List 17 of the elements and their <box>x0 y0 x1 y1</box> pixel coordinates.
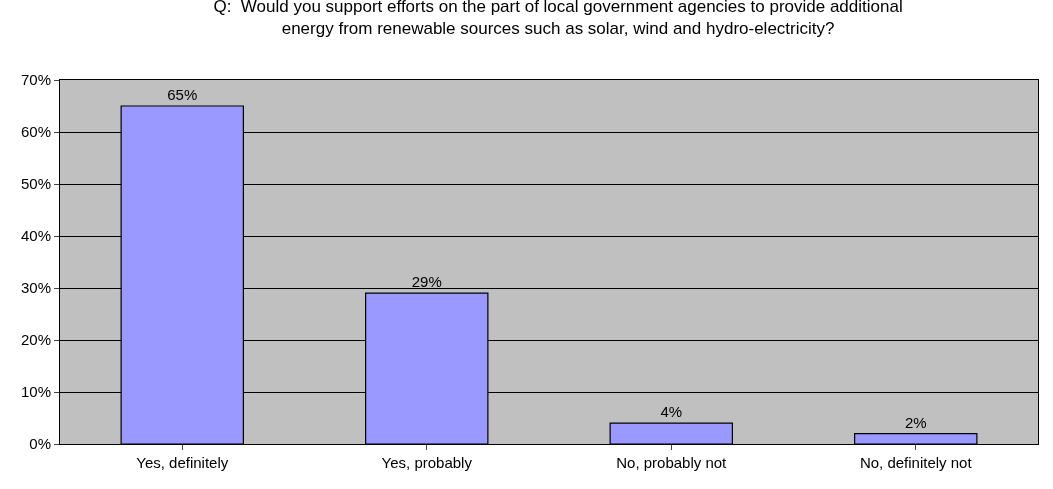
data-label: 29% <box>411 273 442 291</box>
y-tick-label: 40% <box>20 227 51 245</box>
x-tick-label: Yes, definitely <box>136 454 229 471</box>
x-tick-label: No, probably not <box>616 454 728 471</box>
y-tick-label: 20% <box>20 331 51 349</box>
data-label: 4% <box>660 403 683 421</box>
data-label: 65% <box>167 86 198 103</box>
chart-title: Q: Would you support efforts on the part of local government agencies to provide additional energy from renewable sources such as solar, wind and hydro-electricity? <box>213 0 903 39</box>
data-label: 2% <box>904 413 927 431</box>
y-tick-label: 70% <box>20 71 51 89</box>
y-tick-label: 60% <box>20 123 51 141</box>
y-tick-label: 0% <box>29 435 51 453</box>
y-tick-label: 50% <box>20 175 51 193</box>
x-tick-label: Yes, probably <box>381 454 473 471</box>
x-tick-label: No, definitely not <box>859 454 973 471</box>
y-tick-label: 30% <box>20 279 51 297</box>
y-tick-label: 10% <box>20 383 51 401</box>
